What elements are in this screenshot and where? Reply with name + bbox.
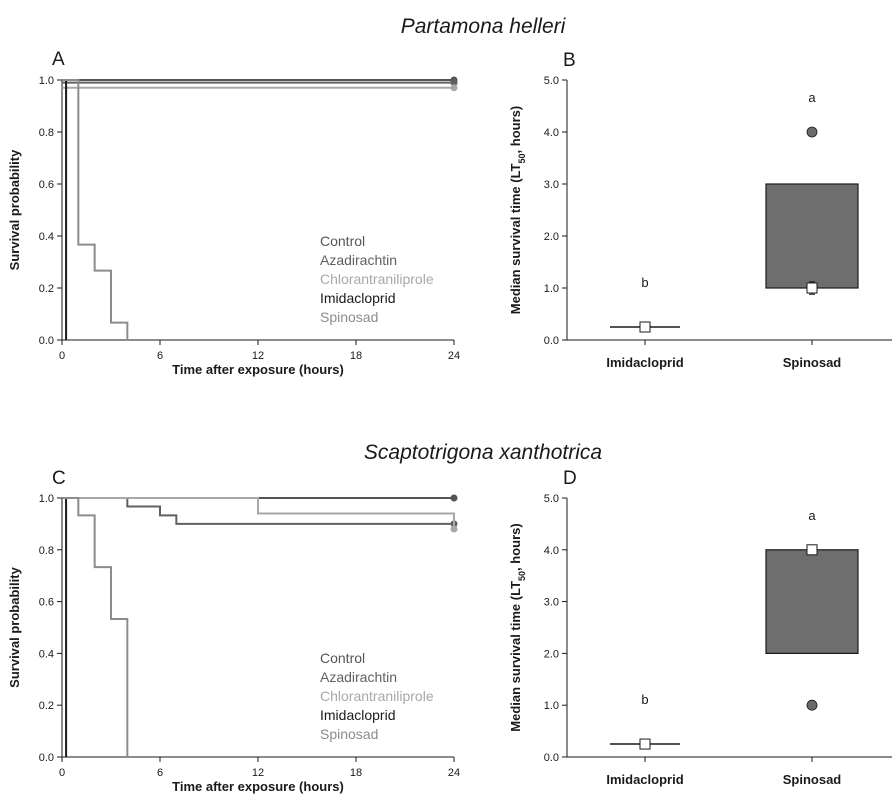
x-tick-label: 24 <box>448 767 460 779</box>
series-line-imidacloprid <box>62 497 68 757</box>
y-tick-label: 0.0 <box>544 752 559 764</box>
y-tick-label: 5.0 <box>544 493 559 505</box>
significance-letter: a <box>808 508 816 523</box>
y-tick-label: 1.0 <box>39 493 54 505</box>
panel-letter: B <box>563 50 576 71</box>
y-tick-label: 0.6 <box>39 597 54 609</box>
legend-entry: Chlorantraniliprole <box>320 271 434 287</box>
y-tick-label: 0.6 <box>39 179 54 191</box>
series-line-spinosad <box>62 79 129 340</box>
panel-b-box-chart: B 0.0 1.0 2.0 3.0 4.0 5.0 Median survival time … <box>508 50 892 370</box>
y-axis-title: Median survival time (LT50, hours) <box>508 106 527 314</box>
x-axis-title: Time after exposure (hours) <box>172 779 344 794</box>
series-line-azadirachtin <box>62 497 454 525</box>
y-tick-label: 3.0 <box>544 597 559 609</box>
panel-letter: D <box>563 468 577 489</box>
x-tick-label: 18 <box>350 767 362 779</box>
y-tick-label: 0.8 <box>39 127 54 139</box>
mean-marker-imidacloprid <box>639 738 651 750</box>
series-end-point-azadirachtin <box>450 79 458 87</box>
series-line-spinosad <box>62 497 129 757</box>
x-tick-label: 24 <box>448 350 460 362</box>
legend-entry: Azadirachtin <box>320 669 397 685</box>
series-line-chlorantraniliprole <box>62 497 455 530</box>
legend-entry: Chlorantraniliprole <box>320 688 434 704</box>
y-tick-label: 0.4 <box>39 231 54 243</box>
mean-marker-spinosad <box>806 544 818 556</box>
x-tick-label: 12 <box>252 767 264 779</box>
y-tick-label: 0.0 <box>39 752 54 764</box>
y-tick-label: 1.0 <box>544 283 559 295</box>
mean-marker-spinosad <box>806 282 818 294</box>
y-tick-label: 5.0 <box>544 75 559 87</box>
y-tick-label: 0.4 <box>39 648 54 660</box>
y-tick-label: 1.0 <box>544 700 559 712</box>
legend-entry: Imidacloprid <box>320 290 395 306</box>
legend-entry: Imidacloprid <box>320 707 395 723</box>
y-tick-label: 0.8 <box>39 545 54 557</box>
x-tick-label: 0 <box>59 350 65 362</box>
y-axis-title: Median survival time (LT50, hours) <box>508 523 527 731</box>
x-category-label: Spinosad <box>783 772 842 787</box>
species-title-top: Partamona helleri <box>401 15 567 38</box>
y-tick-label: 4.0 <box>544 545 559 557</box>
y-tick-label: 2.0 <box>544 231 559 243</box>
legend-entry: Spinosad <box>320 309 378 325</box>
y-axis-title: Survival probability <box>7 149 22 270</box>
x-category-label: Spinosad <box>783 355 842 370</box>
series-end-point-chlorantraniliprole <box>450 525 458 533</box>
y-tick-label: 0.2 <box>39 283 54 295</box>
y-tick-label: 0.0 <box>39 335 54 347</box>
series-end-point-control <box>450 494 458 502</box>
significance-letter: b <box>641 275 648 290</box>
series-end-point-chlorantraniliprole <box>450 84 458 92</box>
y-tick-label: 1.0 <box>39 75 54 87</box>
y-tick-label: 0.0 <box>544 335 559 347</box>
x-tick-label: 0 <box>59 767 65 779</box>
panel-letter: A <box>52 49 65 70</box>
y-tick-label: 4.0 <box>544 127 559 139</box>
x-category-label: Imidacloprid <box>606 772 683 787</box>
legend-entry: Control <box>320 233 365 249</box>
species-title-bottom: Scaptotrigona xanthotrica <box>364 441 602 464</box>
box-spinosad <box>765 183 859 289</box>
significance-letter: b <box>641 692 648 707</box>
legend-entry: Azadirachtin <box>320 252 397 268</box>
x-category-label: Imidacloprid <box>606 355 683 370</box>
panel-d-box-chart: D 0.0 1.0 2.0 3.0 4.0 5.0 Median survival time … <box>508 468 892 787</box>
y-tick-label: 2.0 <box>544 648 559 660</box>
panel-a-survival-chart: A 0.0 0.2 0.4 0.6 0.8 1.0 0 6 12 18 24 Time after ex… <box>7 49 460 377</box>
box-spinosad <box>765 549 859 654</box>
x-axis-title: Time after exposure (hours) <box>172 362 344 377</box>
significance-letter: a <box>808 90 816 105</box>
x-tick-label: 6 <box>157 350 163 362</box>
y-tick-label: 3.0 <box>544 179 559 191</box>
outlier-point <box>806 126 818 138</box>
y-axis-title: Survival probability <box>7 566 22 687</box>
x-tick-label: 18 <box>350 350 362 362</box>
x-tick-label: 12 <box>252 350 264 362</box>
outlier-point <box>806 699 818 711</box>
series-line-imidacloprid <box>62 79 68 340</box>
y-tick-label: 0.2 <box>39 700 54 712</box>
mean-marker-imidacloprid <box>639 321 651 333</box>
legend-entry: Spinosad <box>320 726 378 742</box>
panel-letter: C <box>52 468 66 489</box>
x-tick-label: 6 <box>157 767 163 779</box>
legend-entry: Control <box>320 650 365 666</box>
panel-c-survival-chart: C 0.0 0.2 0.4 0.6 0.8 1.0 0 6 12 18 24 Time after ex… <box>7 468 460 794</box>
